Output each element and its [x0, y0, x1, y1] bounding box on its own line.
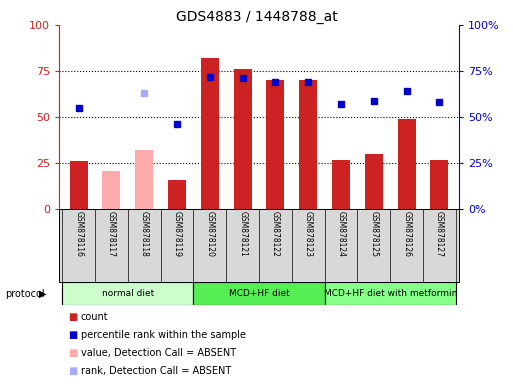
Bar [233, 69, 252, 209]
Bar [193, 282, 325, 305]
Text: ■: ■ [68, 312, 77, 322]
Bar [103, 170, 121, 209]
Bar [325, 282, 456, 305]
Bar [70, 161, 88, 209]
Text: value, Detection Call = ABSENT: value, Detection Call = ABSENT [81, 348, 235, 358]
Text: rank, Detection Call = ABSENT: rank, Detection Call = ABSENT [81, 366, 231, 376]
Text: ■: ■ [68, 348, 77, 358]
Bar [398, 119, 416, 209]
Text: MCD+HF diet: MCD+HF diet [229, 289, 289, 298]
Text: count: count [81, 312, 108, 322]
Text: GDS4883 / 1448788_at: GDS4883 / 1448788_at [175, 10, 338, 23]
Text: GSM878118: GSM878118 [140, 211, 149, 257]
Text: MCD+HF diet with metformin: MCD+HF diet with metformin [324, 289, 457, 298]
Bar [135, 150, 153, 209]
Text: GSM878121: GSM878121 [238, 211, 247, 257]
Text: GSM878127: GSM878127 [435, 211, 444, 257]
Bar [201, 58, 219, 209]
Text: GSM878119: GSM878119 [172, 211, 182, 257]
Text: ■: ■ [68, 330, 77, 340]
Bar [430, 159, 448, 209]
Text: GSM878124: GSM878124 [337, 211, 346, 257]
Text: GSM878120: GSM878120 [205, 211, 214, 257]
Text: ▶: ▶ [39, 289, 47, 299]
Bar [266, 80, 285, 209]
Bar [365, 154, 383, 209]
Bar [168, 180, 186, 209]
Text: normal diet: normal diet [102, 289, 154, 298]
Bar [299, 80, 317, 209]
Text: GSM878116: GSM878116 [74, 211, 83, 257]
Text: protocol: protocol [5, 289, 45, 299]
Text: GSM878125: GSM878125 [369, 211, 379, 257]
Text: percentile rank within the sample: percentile rank within the sample [81, 330, 246, 340]
Bar [332, 159, 350, 209]
Text: GSM878126: GSM878126 [402, 211, 411, 257]
Bar [62, 282, 193, 305]
Text: ■: ■ [68, 366, 77, 376]
Text: GSM878122: GSM878122 [271, 211, 280, 257]
Text: GSM878117: GSM878117 [107, 211, 116, 257]
Text: GSM878123: GSM878123 [304, 211, 313, 257]
